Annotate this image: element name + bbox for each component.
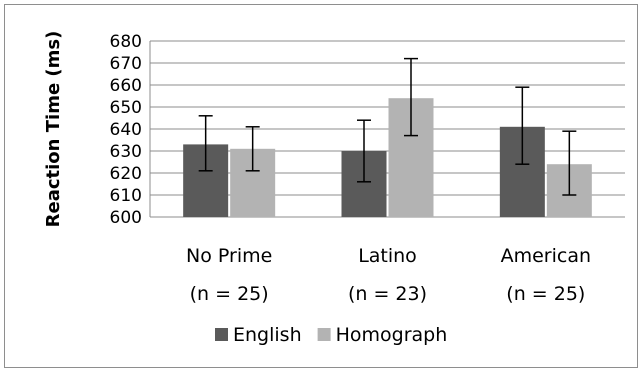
gridlines — [150, 40, 625, 218]
x-category-label: American — [501, 245, 591, 267]
x-category-label: (n = 23) — [348, 283, 427, 305]
y-tick-label: 620 — [110, 164, 142, 184]
y-tick-label: 670 — [110, 54, 142, 74]
x-category-label: No Prime — [186, 245, 272, 267]
y-tick-label: 600 — [110, 208, 142, 228]
legend-swatch-homograph — [317, 328, 331, 341]
legend-label-english: English — [233, 324, 302, 346]
y-tick-label: 650 — [110, 98, 142, 118]
chart-frame: 600 610 620 630 640 650 660 670 680 No Prime (n =… — [4, 4, 638, 368]
y-axis-title: Reaction Time (ms) — [43, 31, 64, 228]
y-tick-label: 660 — [110, 76, 142, 96]
x-axis-labels: No Prime (n = 25) Latino (n = 23) American (n… — [186, 245, 591, 305]
legend-label-homograph: Homograph — [336, 324, 448, 346]
error-bars — [198, 57, 577, 196]
legend-swatch-english — [215, 328, 228, 341]
y-tick-label: 680 — [110, 32, 142, 52]
x-category-label: Latino — [358, 245, 417, 267]
y-tick-label: 610 — [110, 186, 142, 206]
y-tick-label: 640 — [110, 120, 142, 140]
x-category-label: (n = 25) — [506, 283, 585, 305]
bars — [183, 98, 592, 217]
x-category-label: (n = 25) — [190, 283, 269, 305]
legend: English Homograph — [215, 324, 447, 346]
y-tick-label: 630 — [110, 142, 142, 162]
